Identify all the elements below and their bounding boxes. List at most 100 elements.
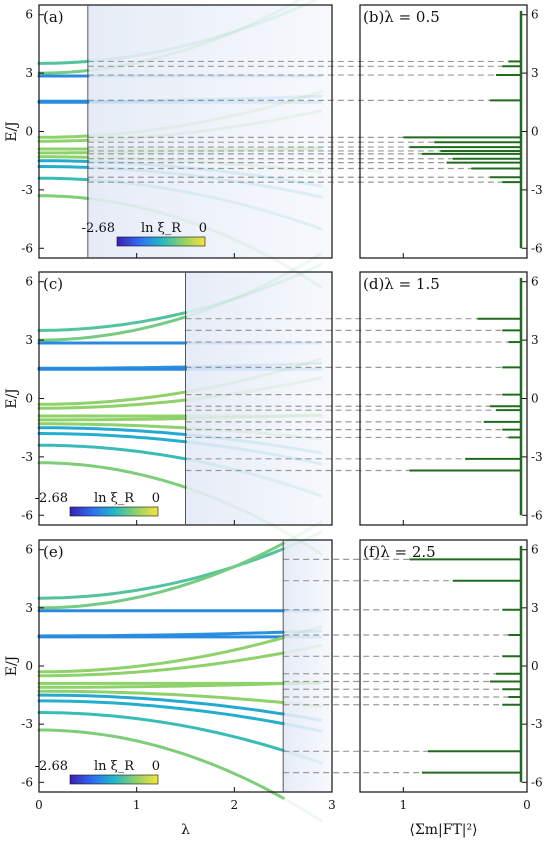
beyond-region-shade	[185, 272, 332, 525]
beyond-region-shade	[87, 5, 332, 258]
right-y-tick-label: -6	[531, 775, 543, 789]
y-tick-label: 6	[25, 275, 33, 289]
energy-level-faded	[283, 629, 323, 634]
y-tick-label: 6	[25, 543, 33, 557]
energy-level-line	[37, 651, 285, 678]
x-tick-label: 1	[133, 798, 141, 812]
y-tick-label: 0	[25, 125, 33, 139]
energy-level-line	[37, 443, 187, 461]
energy-level-faded	[87, 89, 323, 138]
energy-level-line	[37, 315, 187, 342]
x-tick-label: 0	[35, 798, 43, 812]
energy-level-line	[37, 426, 187, 436]
lines-layer	[37, 0, 324, 823]
energy-level-line	[37, 711, 285, 752]
energy-level-faded	[87, 146, 323, 155]
energy-level-faded	[283, 680, 323, 685]
y-tick-label: 3	[25, 601, 33, 615]
text-layer: -6 -6 -3 -3 0 0 3 3 6 6 (a) (b)λ = 0.5 E/J -2.68 ln ξ_…	[4, 8, 543, 838]
energy-level-line	[37, 417, 187, 422]
energy-level-line	[37, 390, 187, 406]
energy-level-line	[37, 432, 187, 444]
energy-level-line	[37, 693, 285, 716]
y-axis-label: E/J	[4, 388, 20, 409]
energy-level-faded	[282, 643, 323, 655]
energy-level-faded	[282, 530, 323, 551]
x-tick-label: 2	[231, 798, 239, 812]
energy-level-faded	[185, 426, 323, 441]
y-axis-label: E/J	[4, 656, 20, 677]
energy-level-line	[37, 165, 90, 169]
beyond-region-shade	[283, 540, 332, 792]
y-tick-label: -3	[21, 450, 33, 464]
energy-level-faded	[185, 433, 323, 455]
right-y-tick-label: 3	[531, 601, 539, 615]
energy-level-faded	[185, 356, 323, 394]
energy-level-line	[37, 728, 285, 800]
y-tick-label: 3	[25, 333, 33, 347]
right-y-tick-label: -6	[531, 508, 543, 522]
y-tick-label: -3	[21, 717, 33, 731]
energy-level-faded	[282, 796, 324, 823]
energy-level-faded	[87, 155, 323, 174]
panel-label: (b)λ = 0.5	[363, 8, 440, 26]
right-y-tick-label: -3	[531, 717, 543, 731]
energy-level-line	[37, 69, 90, 75]
energy-level-faded	[282, 748, 323, 765]
right-y-tick-label: 0	[531, 659, 539, 673]
right-y-tick-label: -6	[531, 241, 543, 255]
colorbar	[116, 236, 206, 247]
colorbar	[69, 774, 159, 785]
fourier-panel-frame	[359, 271, 528, 526]
fourier-panel-frame	[359, 4, 528, 259]
x-tick-label: 3	[328, 798, 336, 812]
colorbar-min-label: -2.68	[35, 491, 68, 506]
energy-level-line	[37, 176, 90, 182]
energy-level-line	[37, 59, 90, 65]
energy-level-faded	[185, 457, 323, 498]
panel-label: (c)	[43, 275, 63, 293]
y-tick-label: -6	[21, 775, 33, 789]
frame-layer	[38, 4, 528, 793]
y-tick-label: 0	[25, 659, 33, 673]
energy-level-faded	[185, 262, 323, 315]
energy-level-line	[37, 682, 285, 689]
energy-level-faded	[185, 251, 323, 319]
panel-label: (d)λ = 1.5	[363, 275, 440, 293]
energy-level-line	[37, 159, 90, 163]
energy-level-faded	[87, 178, 323, 231]
right-x-tick-label: 1	[399, 798, 407, 812]
right-y-tick-label: 6	[531, 275, 539, 289]
right-x-tick-label: 0	[523, 798, 531, 812]
energy-level-line	[37, 138, 90, 143]
energy-level-line	[37, 134, 90, 139]
energy-level-faded	[282, 722, 323, 733]
panel-label: (e)	[43, 543, 64, 561]
energy-level-faded	[87, 0, 320, 63]
right-y-tick-label: 3	[531, 333, 539, 347]
colorbar-min-label: -2.68	[82, 221, 115, 236]
right-y-tick-label: 3	[531, 66, 539, 80]
energy-level-line	[37, 422, 187, 430]
right-y-tick-label: 0	[531, 125, 539, 139]
right-y-tick-label: 6	[531, 543, 539, 557]
y-tick-label: 0	[25, 392, 33, 406]
colorbar-min-label: -2.68	[35, 759, 68, 774]
colorbar-label: ln ξ_R	[94, 491, 135, 506]
energy-level-line	[37, 689, 285, 705]
y-tick-label: -6	[21, 508, 33, 522]
energy-level-faded	[282, 712, 323, 722]
energy-level-faded	[87, 109, 323, 142]
right-y-tick-label: -3	[531, 450, 543, 464]
x-axis-label: λ	[181, 822, 190, 838]
spikes-layer	[403, 10, 523, 783]
y-tick-label: 3	[25, 66, 33, 80]
energy-level-faded	[185, 376, 323, 402]
right-y-tick-label: 6	[531, 8, 539, 22]
fourier-panel-frame	[359, 539, 528, 793]
colorbar-max-label: 0	[152, 759, 160, 774]
energy-level-line	[37, 461, 187, 489]
energy-level-faded	[87, 197, 324, 290]
colorbar-max-label: 0	[152, 491, 160, 506]
